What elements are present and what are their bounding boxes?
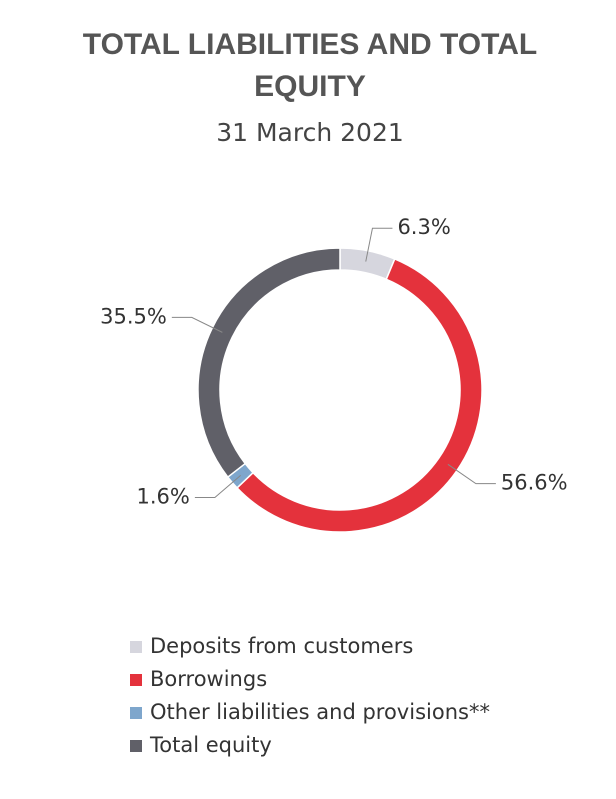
leader-line	[447, 463, 496, 485]
leader-line	[365, 227, 393, 262]
legend-swatch	[130, 641, 142, 653]
legend-label: Other liabilities and provisions**	[150, 700, 490, 724]
donut-slice	[197, 247, 341, 479]
data-label: 35.5%	[100, 304, 167, 328]
chart-title: TOTAL LIABILITIES AND TOTAL EQUITY	[82, 28, 538, 103]
legend-label: Borrowings	[150, 667, 267, 691]
legend-swatch	[130, 707, 142, 719]
donut-slice	[236, 257, 483, 533]
legend-label: Deposits from customers	[150, 634, 413, 658]
leader-line	[194, 475, 241, 499]
legend-label: Total equity	[149, 733, 272, 757]
leader-line	[171, 316, 223, 333]
data-label: 6.3%	[397, 215, 450, 239]
legend-swatch	[130, 674, 142, 686]
data-label: 56.6%	[501, 471, 568, 495]
data-label: 1.6%	[137, 485, 190, 509]
legend-swatch	[130, 740, 142, 752]
chart-subtitle: 31 March 2021	[216, 118, 404, 147]
